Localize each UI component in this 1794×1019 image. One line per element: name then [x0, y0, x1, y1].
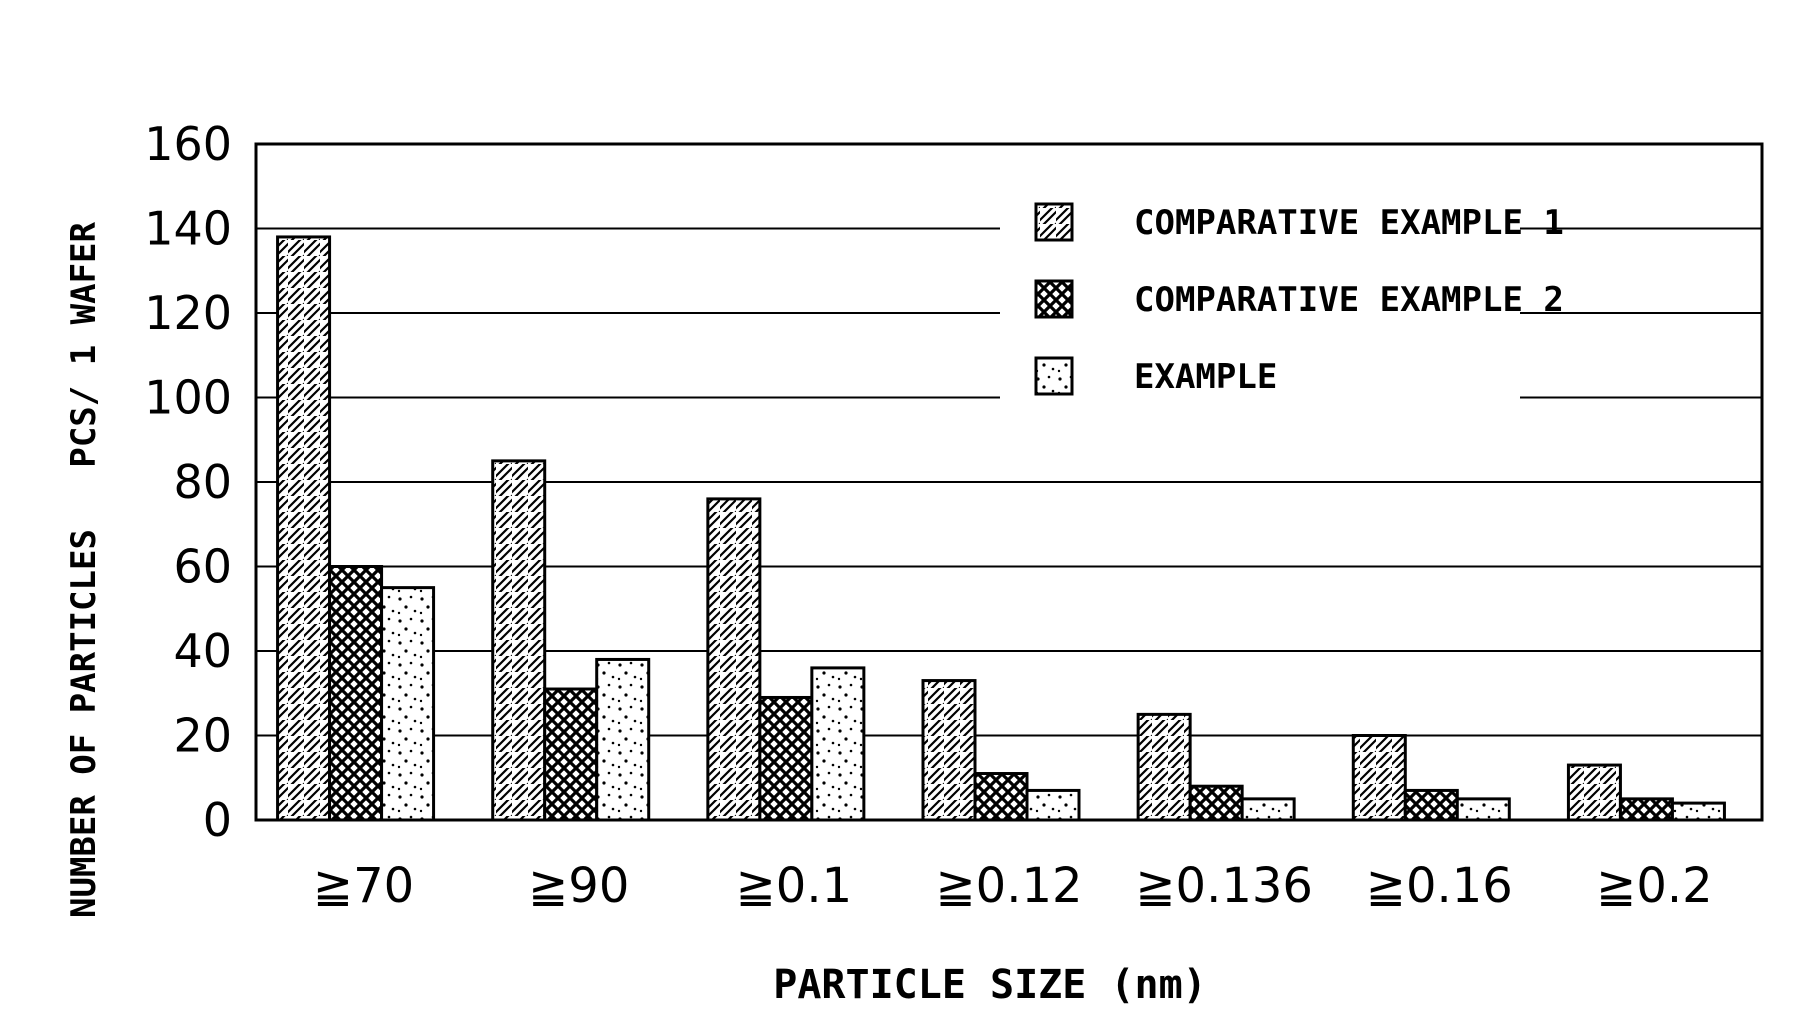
- bar-series-1-cat-4: [923, 681, 975, 820]
- bar-series-3-cat-7: [1672, 803, 1724, 820]
- y-axis-title: NUMBER OF PARTICLES PCS/ 1 WAFER: [64, 221, 104, 918]
- y-tick-label: 120: [144, 286, 232, 340]
- x-category-label: ≧0.16: [1366, 858, 1513, 914]
- x-axis-title: PARTICLE SIZE (nm): [773, 962, 1206, 1008]
- bar-series-3-cat-5: [1242, 799, 1294, 820]
- x-category-label: ≧0.12: [935, 858, 1082, 914]
- bar-series-1-cat-7: [1568, 765, 1620, 820]
- y-tick-label: 20: [173, 709, 232, 763]
- x-category-label: ≧70: [313, 858, 414, 914]
- y-tick-label: 100: [144, 371, 232, 425]
- bar-series-1-cat-1: [278, 237, 330, 820]
- bar-series-2-cat-6: [1405, 790, 1457, 820]
- bar-series-2-cat-1: [330, 567, 382, 821]
- bar-series-2-cat-5: [1190, 786, 1242, 820]
- x-category-label: ≧0.2: [1596, 858, 1713, 914]
- y-axis-ticks: 0 20 40 60 80 100 120 140 160: [144, 117, 232, 847]
- legend-label: EXAMPLE: [1134, 357, 1277, 397]
- bar-series-1-cat-6: [1353, 736, 1405, 821]
- bar-series-2-cat-2: [545, 689, 597, 820]
- legend-swatch: [1036, 358, 1072, 394]
- legend-label: COMPARATIVE EXAMPLE 2: [1134, 280, 1564, 320]
- y-tick-label: 40: [173, 624, 232, 678]
- bar-series-1-cat-3: [708, 499, 760, 820]
- bar-series-2-cat-4: [975, 774, 1027, 820]
- y-tick-label: 0: [203, 793, 232, 847]
- x-category-label: ≧90: [528, 858, 629, 914]
- bar-series-2-cat-7: [1620, 799, 1672, 820]
- bar-series-3-cat-1: [382, 588, 434, 820]
- legend-swatch: [1036, 204, 1072, 240]
- bar-series-3-cat-6: [1457, 799, 1509, 820]
- y-tick-label: 60: [173, 540, 232, 594]
- bar-series-3-cat-3: [812, 668, 864, 820]
- x-category-label: ≧0.136: [1135, 858, 1313, 914]
- legend: COMPARATIVE EXAMPLE 1 COMPARATIVE EXAMPLE…: [1000, 178, 1564, 410]
- legend-label: COMPARATIVE EXAMPLE 1: [1134, 203, 1564, 243]
- bar-series-3-cat-4: [1027, 790, 1079, 820]
- bar-series-1-cat-2: [493, 461, 545, 820]
- x-axis-categories: ≧70 ≧90 ≧0.1 ≧0.12 ≧0.136 ≧0.16 ≧0.2: [313, 858, 1713, 914]
- bar-series-2-cat-3: [760, 697, 812, 820]
- x-category-label: ≧0.1: [736, 858, 853, 914]
- y-tick-label: 140: [144, 202, 232, 256]
- legend-swatch: [1036, 281, 1072, 317]
- bar-series-3-cat-2: [597, 659, 649, 820]
- bar-series-1-cat-5: [1138, 714, 1190, 820]
- y-tick-label: 80: [173, 455, 232, 509]
- y-tick-label: 160: [144, 117, 232, 171]
